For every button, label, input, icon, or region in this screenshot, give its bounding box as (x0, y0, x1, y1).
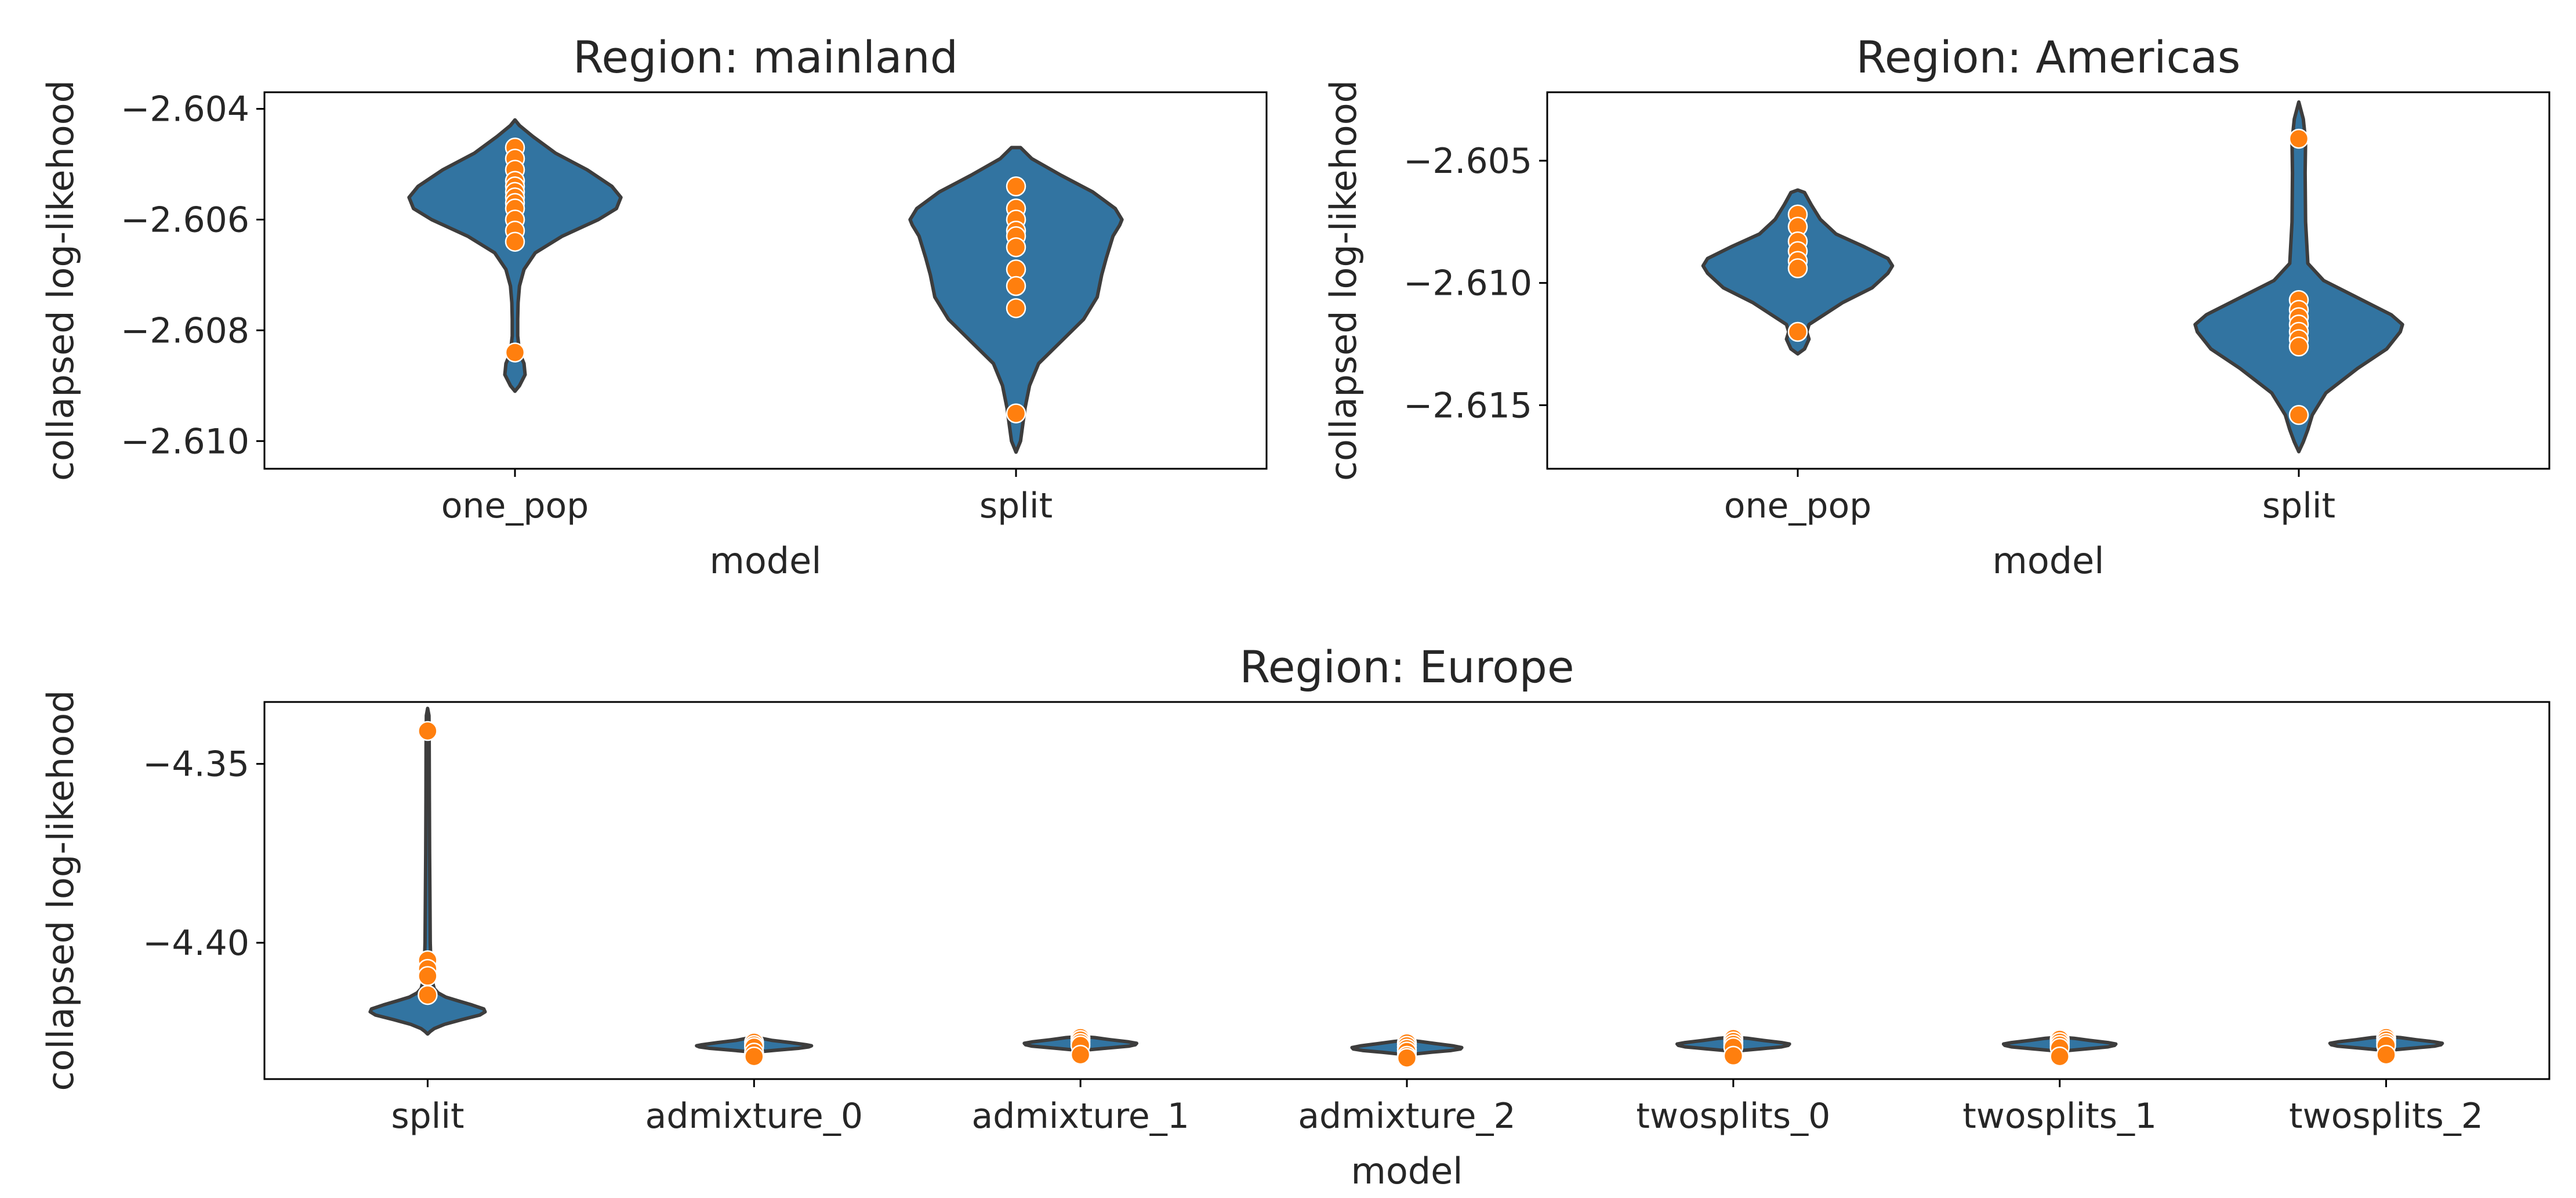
data-point-split-0 (418, 721, 438, 741)
data-point-twosplits_1-4 (2049, 1046, 2070, 1067)
x-tick-label: admixture_0 (645, 1096, 863, 1137)
y-tick-label: −2.605 (1403, 141, 1532, 182)
x-axis-label: model (1351, 1150, 1463, 1192)
axes-frame (1546, 91, 2550, 470)
y-tick-label: −2.606 (121, 200, 249, 241)
y-tick-label: −2.610 (1403, 263, 1532, 304)
data-point-admixture_1-4 (1070, 1044, 1091, 1065)
chart-title: Region: mainland (573, 31, 958, 83)
data-point-split-0 (2288, 128, 2309, 149)
data-point-split-7 (2288, 336, 2309, 357)
data-point-split-9 (1006, 403, 1026, 424)
axes-frame (263, 701, 2550, 1080)
x-tick-label: admixture_1 (971, 1096, 1189, 1137)
chart-title: Region: Americas (1856, 31, 2240, 83)
y-axis-label: collapsed log-likehood (39, 690, 82, 1091)
y-tick-label: −2.608 (121, 310, 249, 351)
axes-frame (263, 91, 1268, 470)
x-tick-label: split (979, 486, 1053, 526)
data-point-split-5 (1006, 237, 1026, 258)
x-tick-label: split (391, 1096, 464, 1137)
x-axis-label: model (709, 540, 821, 582)
y-axis-label: collapsed log-likehood (1322, 80, 1365, 481)
x-tick-label: split (2262, 486, 2335, 526)
data-point-split-8 (1006, 298, 1026, 318)
data-point-one_pop-12 (505, 342, 525, 363)
x-tick-label: twosplits_0 (1636, 1096, 1830, 1137)
y-tick-label: −2.610 (121, 421, 249, 462)
data-point-twosplits_0-4 (1723, 1045, 1744, 1066)
chart-title: Region: Europe (1239, 641, 1574, 693)
data-point-split-7 (1006, 276, 1026, 296)
y-tick-label: −4.40 (143, 923, 249, 964)
x-tick-label: twosplits_2 (2289, 1096, 2483, 1137)
y-tick-label: −2.604 (121, 89, 249, 130)
panel-americas: −2.605 −2.610 −2.615 one_pop split Region: Am… (1322, 31, 2550, 582)
data-point-one_pop-6 (1787, 321, 1808, 342)
x-axis-label: model (1992, 540, 2104, 582)
x-tick-label: one_pop (441, 486, 589, 526)
data-point-split-8 (2288, 405, 2309, 425)
violin-split (2193, 100, 2404, 454)
data-point-split-3 (418, 966, 438, 986)
data-point-admixture_0-4 (744, 1046, 764, 1067)
y-axis-label: collapsed log-likehood (39, 80, 82, 481)
data-point-admixture_2-5 (1396, 1048, 1417, 1068)
violin-one_pop (407, 118, 623, 393)
data-point-twosplits_2-4 (2376, 1044, 2396, 1065)
x-tick-label: twosplits_1 (1962, 1096, 2157, 1137)
data-point-split-4 (418, 985, 438, 1005)
x-tick-label: admixture_2 (1298, 1096, 1515, 1137)
data-point-one_pop-5 (1787, 258, 1808, 278)
panel-mainland: −2.604 −2.606 −2.608 −2.610 one_pop split Regi… (39, 31, 1268, 582)
violin-split (368, 707, 487, 1036)
y-tick-label: −4.35 (143, 744, 249, 785)
panel-europe: −4.35 −4.40 split admixture_0 admixture_1 adm… (39, 641, 2550, 1192)
x-tick-label: one_pop (1724, 486, 1872, 526)
data-point-split-0 (1006, 176, 1026, 197)
data-point-split-6 (1006, 259, 1026, 280)
y-tick-label: −2.615 (1403, 385, 1532, 426)
data-point-one_pop-11 (505, 231, 525, 252)
